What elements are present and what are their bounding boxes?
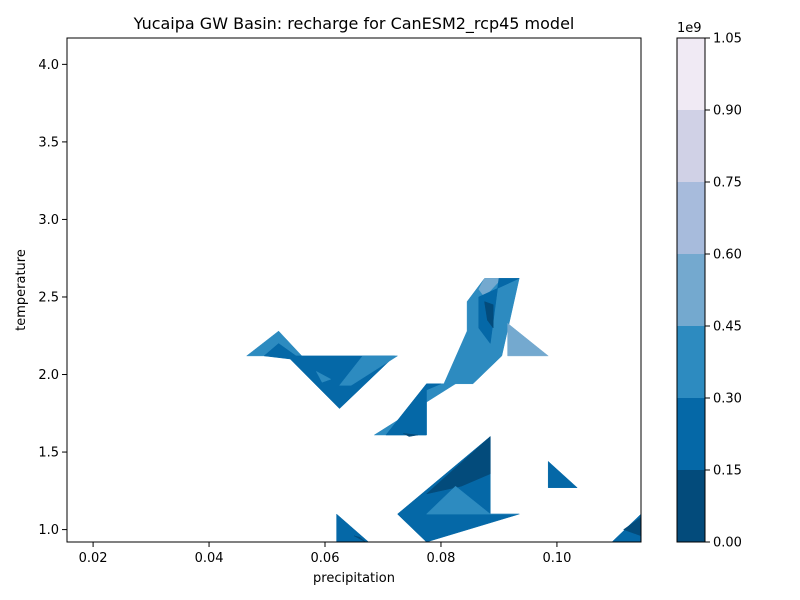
contour-region-9 (507, 322, 549, 357)
x-tick-label: 0.10 (542, 551, 571, 566)
contour-region-17 (547, 460, 578, 488)
contour-region-2 (338, 355, 399, 386)
colorbar-tick-label: 1.05 (713, 32, 742, 47)
y-tick-label: 3.0 (38, 213, 59, 228)
chart-title: Yucaipa GW Basin: recharge for CanESM2_r… (133, 14, 575, 34)
contour-region-11 (484, 301, 494, 329)
x-tick-label: 0.02 (79, 551, 108, 566)
y-axis-ticks: 1.0 1.5 2.0 2.5 3.0 3.5 4.0 (38, 58, 67, 538)
x-tick-label: 0.08 (426, 551, 455, 566)
y-tick-label: 3.5 (38, 135, 59, 150)
x-axis-label: precipitation (313, 571, 395, 586)
y-tick-label: 1.0 (38, 523, 59, 538)
x-tick-label: 0.06 (311, 551, 340, 566)
colorbar-band-6 (677, 38, 705, 110)
colorbar-tick-label: 0.00 (713, 536, 742, 551)
y-tick-label: 2.0 (38, 368, 59, 383)
contour-region-6 (403, 433, 418, 437)
colorbar: 0.00 0.15 0.30 0.45 0.60 0.75 0.90 1.05 1e9 (676, 21, 742, 551)
contour-regions (245, 278, 642, 543)
colorbar-tick-label: 0.60 (713, 248, 742, 263)
colorbar-frame (676, 37, 706, 543)
colorbar-tick-label: 0.45 (713, 320, 742, 335)
contour-region-3 (315, 370, 332, 383)
contour-region-14 (425, 485, 520, 515)
contour-region-16 (353, 535, 366, 543)
plot-frame (66, 37, 642, 543)
x-axis-ticks: 0.02 0.04 0.06 0.08 0.10 (79, 542, 571, 566)
plot-area (66, 37, 642, 543)
colorbar-bands (677, 38, 705, 542)
contour-region-5 (385, 383, 442, 436)
colorbar-band-0 (677, 470, 705, 542)
colorbar-tick-label: 0.15 (713, 464, 742, 479)
colorbar-tick-label: 0.30 (713, 392, 742, 407)
colorbar-ticks: 0.00 0.15 0.30 0.45 0.60 0.75 0.90 1.05 (705, 32, 742, 551)
colorbar-band-3 (677, 254, 705, 326)
colorbar-tick-label: 0.75 (713, 176, 742, 191)
colorbar-exponent-label: 1e9 (677, 21, 702, 36)
colorbar-band-2 (677, 326, 705, 398)
y-tick-label: 4.0 (38, 58, 59, 73)
x-tick-label: 0.04 (195, 551, 224, 566)
colorbar-band-5 (677, 110, 705, 182)
y-tick-label: 2.5 (38, 290, 59, 305)
y-axis-label: temperature (14, 249, 29, 331)
contour-region-10 (478, 278, 520, 345)
plot-background (67, 38, 641, 542)
colorbar-band-1 (677, 398, 705, 470)
y-tick-label: 1.5 (38, 446, 59, 461)
contour-region-13 (425, 435, 491, 495)
colorbar-band-4 (677, 182, 705, 254)
colorbar-tick-label: 0.90 (713, 104, 742, 119)
